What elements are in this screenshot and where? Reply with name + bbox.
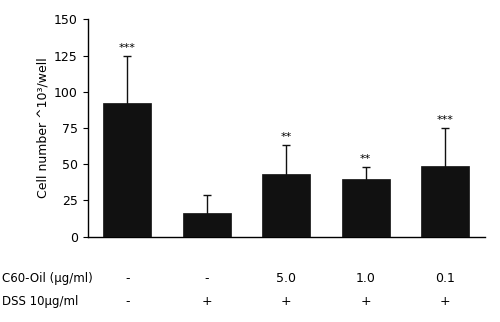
Y-axis label: Cell number ^10³/well: Cell number ^10³/well — [36, 58, 50, 198]
Text: 1.0: 1.0 — [356, 272, 376, 285]
Bar — [262, 175, 310, 237]
Bar — [342, 179, 390, 237]
Bar — [104, 103, 151, 237]
Text: +: + — [440, 295, 450, 308]
Text: -: - — [125, 272, 130, 285]
Text: 5.0: 5.0 — [276, 272, 296, 285]
Text: +: + — [281, 295, 291, 308]
Text: DSS 10μg/ml: DSS 10μg/ml — [2, 295, 79, 308]
Text: **: ** — [360, 154, 372, 164]
Text: ***: *** — [437, 115, 454, 125]
Text: -: - — [125, 295, 130, 308]
Text: ***: *** — [119, 43, 136, 52]
Text: **: ** — [280, 132, 292, 142]
Bar — [422, 166, 469, 237]
Text: 0.1: 0.1 — [436, 272, 455, 285]
Text: C60-Oil (μg/ml): C60-Oil (μg/ml) — [2, 272, 93, 285]
Text: +: + — [360, 295, 371, 308]
Text: -: - — [204, 272, 209, 285]
Bar — [183, 213, 230, 237]
Text: +: + — [202, 295, 212, 308]
